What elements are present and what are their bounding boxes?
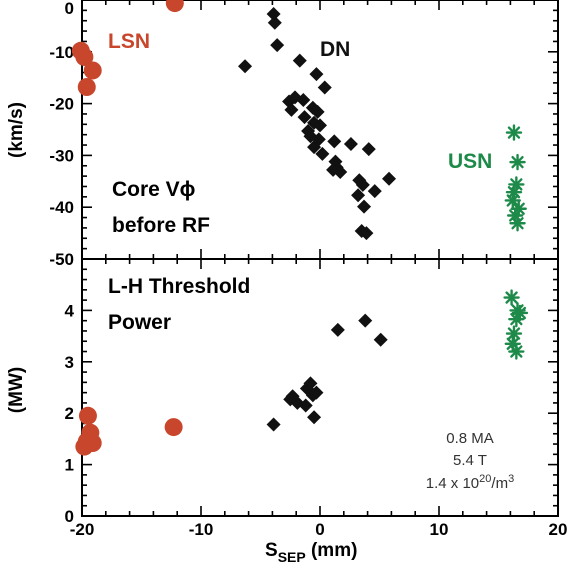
top-y-tick-label: 0 — [65, 0, 74, 18]
top-dn-point — [317, 80, 332, 95]
top-y-tick-label: -20 — [49, 95, 74, 114]
x-tick-label: -20 — [70, 520, 95, 539]
bottom-dn-point — [298, 398, 313, 413]
top-dn-point — [270, 38, 285, 53]
lsn-label: LSN — [108, 30, 150, 53]
top-dn-point — [361, 142, 376, 157]
top-dn-point — [315, 146, 330, 161]
top-dn-point — [367, 184, 382, 199]
top-dn-point — [357, 199, 372, 214]
bottom-panel: 0 1 2 3 4 -20 -10 0 10 20 (MW) SSEP (mm) L-H Thr… — [6, 258, 568, 565]
x-tick-label: -10 — [189, 520, 214, 539]
top-dn-point — [359, 226, 374, 241]
note-density-sup: 20 — [479, 473, 491, 485]
bottom-dn-point — [307, 410, 322, 425]
bottom-y-tick-label: 1 — [65, 456, 74, 475]
top-dn-point — [355, 177, 370, 192]
top-dn-point — [343, 137, 358, 152]
top-dn-point — [333, 164, 348, 179]
bottom-y-tick-label: 4 — [65, 301, 75, 320]
top-usn-point — [504, 192, 521, 209]
top-dn-point — [296, 92, 311, 107]
bottom-dn-point — [358, 313, 373, 328]
core-label: Core Vϕ — [112, 178, 195, 201]
note-density-pre: 1.4 x 10 — [426, 475, 479, 492]
dn-label: DN — [320, 38, 350, 61]
top-lsn-point — [83, 61, 102, 80]
top-dn-point — [327, 134, 342, 149]
top-panel: 0 -10 -20 -30 -40 -50 (km/s) LSN DN USN Core … — [6, 0, 559, 269]
note-density-post: /m — [491, 475, 508, 492]
note-current: 0.8 MA — [446, 430, 494, 447]
top-y-tick-label: -30 — [49, 146, 74, 165]
top-usn-point — [509, 153, 526, 171]
top-dn-point — [284, 102, 299, 117]
top-dn-point — [238, 59, 253, 74]
usn-label: USN — [448, 150, 492, 173]
x-axis-label: SSEP (mm) — [265, 540, 357, 565]
x-tick-label: 0 — [315, 520, 324, 539]
note-density: 1.4 x 1020/m3 — [426, 473, 514, 492]
top-dn-point — [307, 140, 322, 155]
before-rf-label: before RF — [112, 214, 210, 237]
top-y-tick-label: -10 — [49, 43, 74, 62]
top-usn-point — [509, 215, 526, 232]
bottom-lsn-point — [164, 418, 183, 437]
note-field: 5.4 T — [453, 452, 487, 469]
top-y-tick-label: -50 — [49, 250, 74, 269]
top-dn-point — [313, 118, 327, 133]
bottom-y-tick-label: 3 — [65, 353, 74, 372]
x-axis-label-main: S — [265, 540, 278, 561]
top-lsn-point — [165, 0, 184, 13]
bottom-usn-point — [503, 289, 520, 306]
top-usn-point — [508, 176, 525, 193]
bottom-dn-point — [309, 385, 324, 400]
top-dn-point — [266, 6, 281, 21]
bottom-usn-point — [505, 325, 523, 342]
top-lsn-point — [77, 78, 96, 97]
bottom-usn-point — [508, 343, 525, 360]
bottom-usn-point — [508, 310, 525, 328]
bottom-lsn-point — [78, 406, 97, 425]
top-dn-point — [297, 110, 312, 125]
bottom-dn-point — [285, 389, 300, 404]
bottom-y-tick-label: 2 — [65, 404, 74, 423]
bottom-lsn-point — [75, 437, 94, 456]
top-dn-point — [292, 53, 307, 68]
bottom-ylabel: (MW) — [6, 367, 27, 413]
top-lsn-point — [75, 47, 94, 66]
top-ylabel: (km/s) — [6, 102, 27, 158]
x-axis-label-rest: (mm) — [306, 540, 358, 561]
top-dn-point — [307, 115, 322, 130]
bottom-y-tick-label: 0 — [65, 507, 74, 526]
x-tick-label: 20 — [549, 520, 568, 539]
power-label: Power — [108, 311, 171, 334]
x-tick-label: 10 — [430, 520, 449, 539]
top-dn-point — [382, 171, 397, 186]
top-usn-point — [505, 124, 523, 141]
x-axis-label-sub: SEP — [278, 549, 306, 565]
note-density-sup2: 3 — [508, 473, 514, 485]
top-dn-point — [267, 15, 282, 30]
lh-threshold-label: L-H Threshold — [108, 275, 250, 298]
top-dn-point — [351, 188, 366, 203]
top-y-tick-label: -40 — [49, 198, 74, 217]
bottom-dn-point — [303, 376, 318, 391]
top-dn-point — [309, 67, 324, 82]
bottom-dn-point — [266, 417, 281, 432]
bottom-dn-point — [330, 322, 345, 337]
top-dn-point — [310, 104, 325, 119]
bottom-dn-point — [373, 332, 388, 347]
